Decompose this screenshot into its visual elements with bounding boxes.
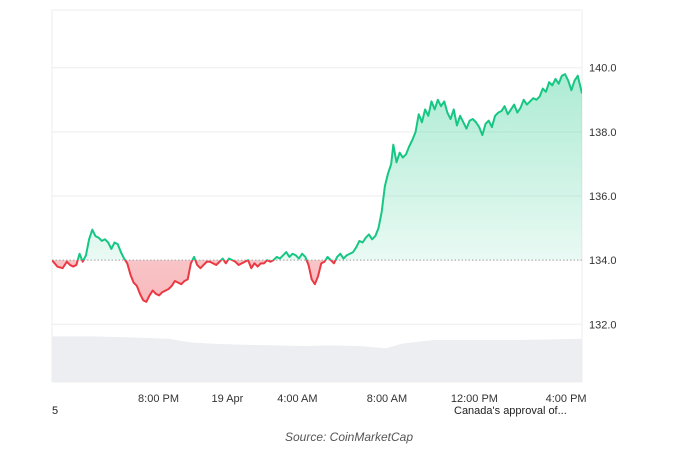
source-caption: Source: CoinMarketCap: [284, 430, 414, 444]
x-axis-ticks: 8:00 PM 19 Apr 4:00 AM 8:00 AM 12:00 PM 4:00 …: [138, 393, 587, 405]
y-tick-label: 136.0: [589, 191, 617, 203]
left-edge-label: 5: [52, 405, 59, 417]
volume-area: [52, 336, 582, 382]
price-lines: [52, 73, 582, 303]
x-tick-label: 8:00 PM: [138, 393, 179, 405]
y-tick-label: 138.0: [589, 127, 617, 139]
x-tick-label: 4:00 PM: [546, 393, 587, 405]
x-tick-label: 12:00 PM: [451, 393, 498, 405]
x-tick-label: 4:00 AM: [277, 393, 317, 405]
price-area-down: [52, 260, 582, 302]
volume-bars: [52, 336, 582, 382]
y-tick-label: 132.0: [589, 319, 617, 331]
y-axis-ticks: 132.0 134.0 136.0 138.0 140.0: [589, 63, 617, 332]
news-marker-label[interactable]: Canada's approval of...: [454, 405, 567, 417]
y-tick-label: 140.0: [589, 63, 617, 75]
y-tick-label: 134.0: [589, 255, 617, 267]
price-line-down: [52, 260, 337, 303]
x-tick-label: 19 Apr: [212, 393, 244, 405]
x-tick-label: 8:00 AM: [367, 393, 407, 405]
price-line-up: [52, 73, 582, 261]
